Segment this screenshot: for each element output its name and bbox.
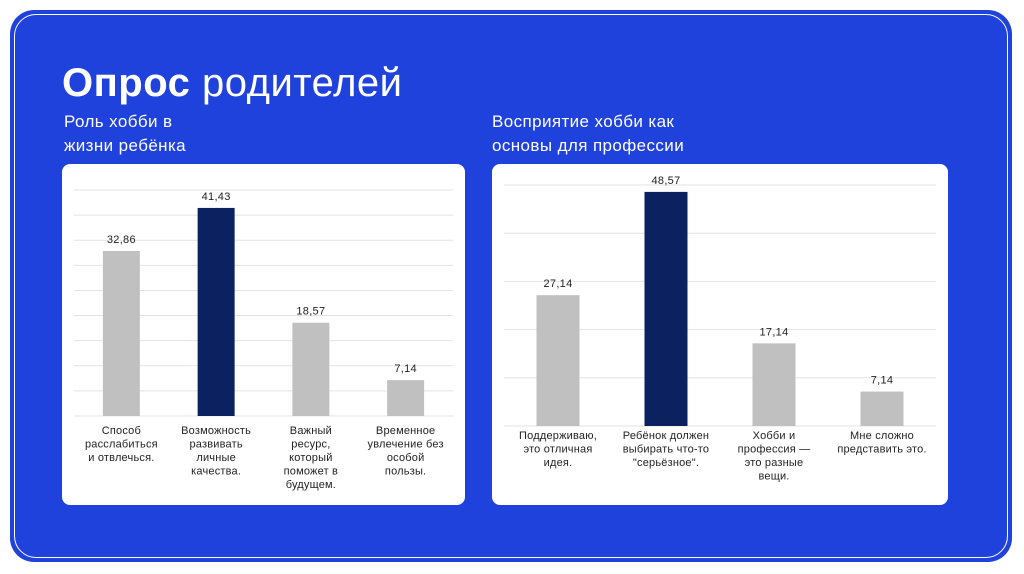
category-label: Важный ресурс, который поможет в будущем.: [284, 425, 338, 491]
category-label-line: развивать: [189, 439, 242, 451]
category-label-line: идея.: [544, 457, 573, 469]
bar-profession-3: [752, 343, 796, 426]
category-label: Способ расслабиться и отвлечься.: [85, 425, 158, 464]
category-label-line: увлечение без: [368, 439, 444, 451]
title-bold: Опрос: [62, 61, 191, 105]
category-label-line: Ребёнок должен: [623, 430, 709, 442]
category-label-line: Возможность: [181, 425, 251, 437]
slide-frame: [14, 14, 1008, 558]
bar-profession-1: [536, 295, 580, 426]
category-label-line: вещи.: [758, 471, 789, 483]
category-label-line: представить это.: [837, 444, 926, 456]
bar-role-3: [292, 322, 330, 416]
bar-chart-hobby-role: 32,86 Способ расслабиться и отвлечься. 41,43…: [74, 189, 453, 491]
category-label-line: профессия —: [738, 444, 811, 456]
category-label-line: будущем.: [286, 479, 336, 491]
category-label: Возможность развивать личные качества.: [181, 425, 251, 478]
category-label-line: качества.: [191, 466, 241, 478]
category-label-line: Поддерживаю,: [519, 430, 597, 442]
category-label-line: Способ: [102, 425, 141, 437]
category-label-line: поможет в: [284, 466, 338, 478]
category-label-line: "серьёзное".: [633, 457, 699, 469]
category-label-line: расслабиться: [85, 439, 158, 451]
category-label-line: это разные: [745, 457, 804, 469]
category-label: Поддерживаю, это отличная идея.: [519, 430, 597, 469]
data-label: 7,14: [394, 363, 417, 375]
chart-title-hobby-role: Роль хобби в жизни ребёнка: [64, 112, 187, 155]
category-label: Мне сложно представить это.: [837, 430, 926, 456]
chart-panel-hobby-profession: 27,14 Поддерживаю, это отличная идея. 48,57 Р…: [492, 164, 948, 505]
bar-profession-2: [644, 191, 688, 426]
category-label-line: Хобби и: [753, 430, 796, 442]
data-label: 18,57: [296, 306, 325, 318]
title-rest: родителей: [201, 61, 403, 105]
bar-profession-4: [860, 391, 904, 426]
category-label: Ребёнок должен выбирать что-то "серьёзное"…: [623, 430, 709, 469]
category-label-line: и отвлечься.: [88, 452, 154, 464]
bar-role-4: [387, 380, 425, 416]
category-label-line: Важный: [290, 425, 332, 437]
data-label: 48,57: [651, 175, 680, 187]
data-label: 41,43: [202, 191, 231, 203]
category-label-line: Мне сложно: [850, 430, 914, 442]
data-label: 7,14: [871, 375, 894, 387]
chart-panel-hobby-role: 32,86 Способ расслабиться и отвлечься. 41,43…: [62, 164, 465, 505]
category-label-line: который: [289, 452, 332, 464]
category-label-line: ресурс,: [291, 439, 330, 451]
bar-chart-hobby-profession: 27,14 Поддерживаю, это отличная идея. 48,57 Р…: [504, 175, 936, 483]
category-label-line: пользы.: [385, 466, 426, 478]
category-label-line: Временное: [376, 425, 435, 437]
category-label: Временное увлечение без особой пользы.: [368, 425, 444, 478]
category-label: Хобби и профессия — это разные вещи.: [738, 430, 811, 483]
category-label-line: личные: [196, 452, 236, 464]
category-label-line: это отличная: [524, 444, 593, 456]
page-title: Опрос родителей: [62, 60, 403, 106]
data-label: 17,14: [759, 326, 788, 338]
bar-role-1: [102, 250, 140, 416]
category-label-line: выбирать что-то: [623, 444, 709, 456]
data-label: 32,86: [107, 234, 136, 246]
data-label: 27,14: [543, 278, 572, 290]
bar-role-2: [197, 207, 235, 416]
category-label-line: особой: [387, 452, 425, 464]
chart-title-hobby-profession: Восприятие хобби как основы для професси…: [492, 112, 685, 155]
